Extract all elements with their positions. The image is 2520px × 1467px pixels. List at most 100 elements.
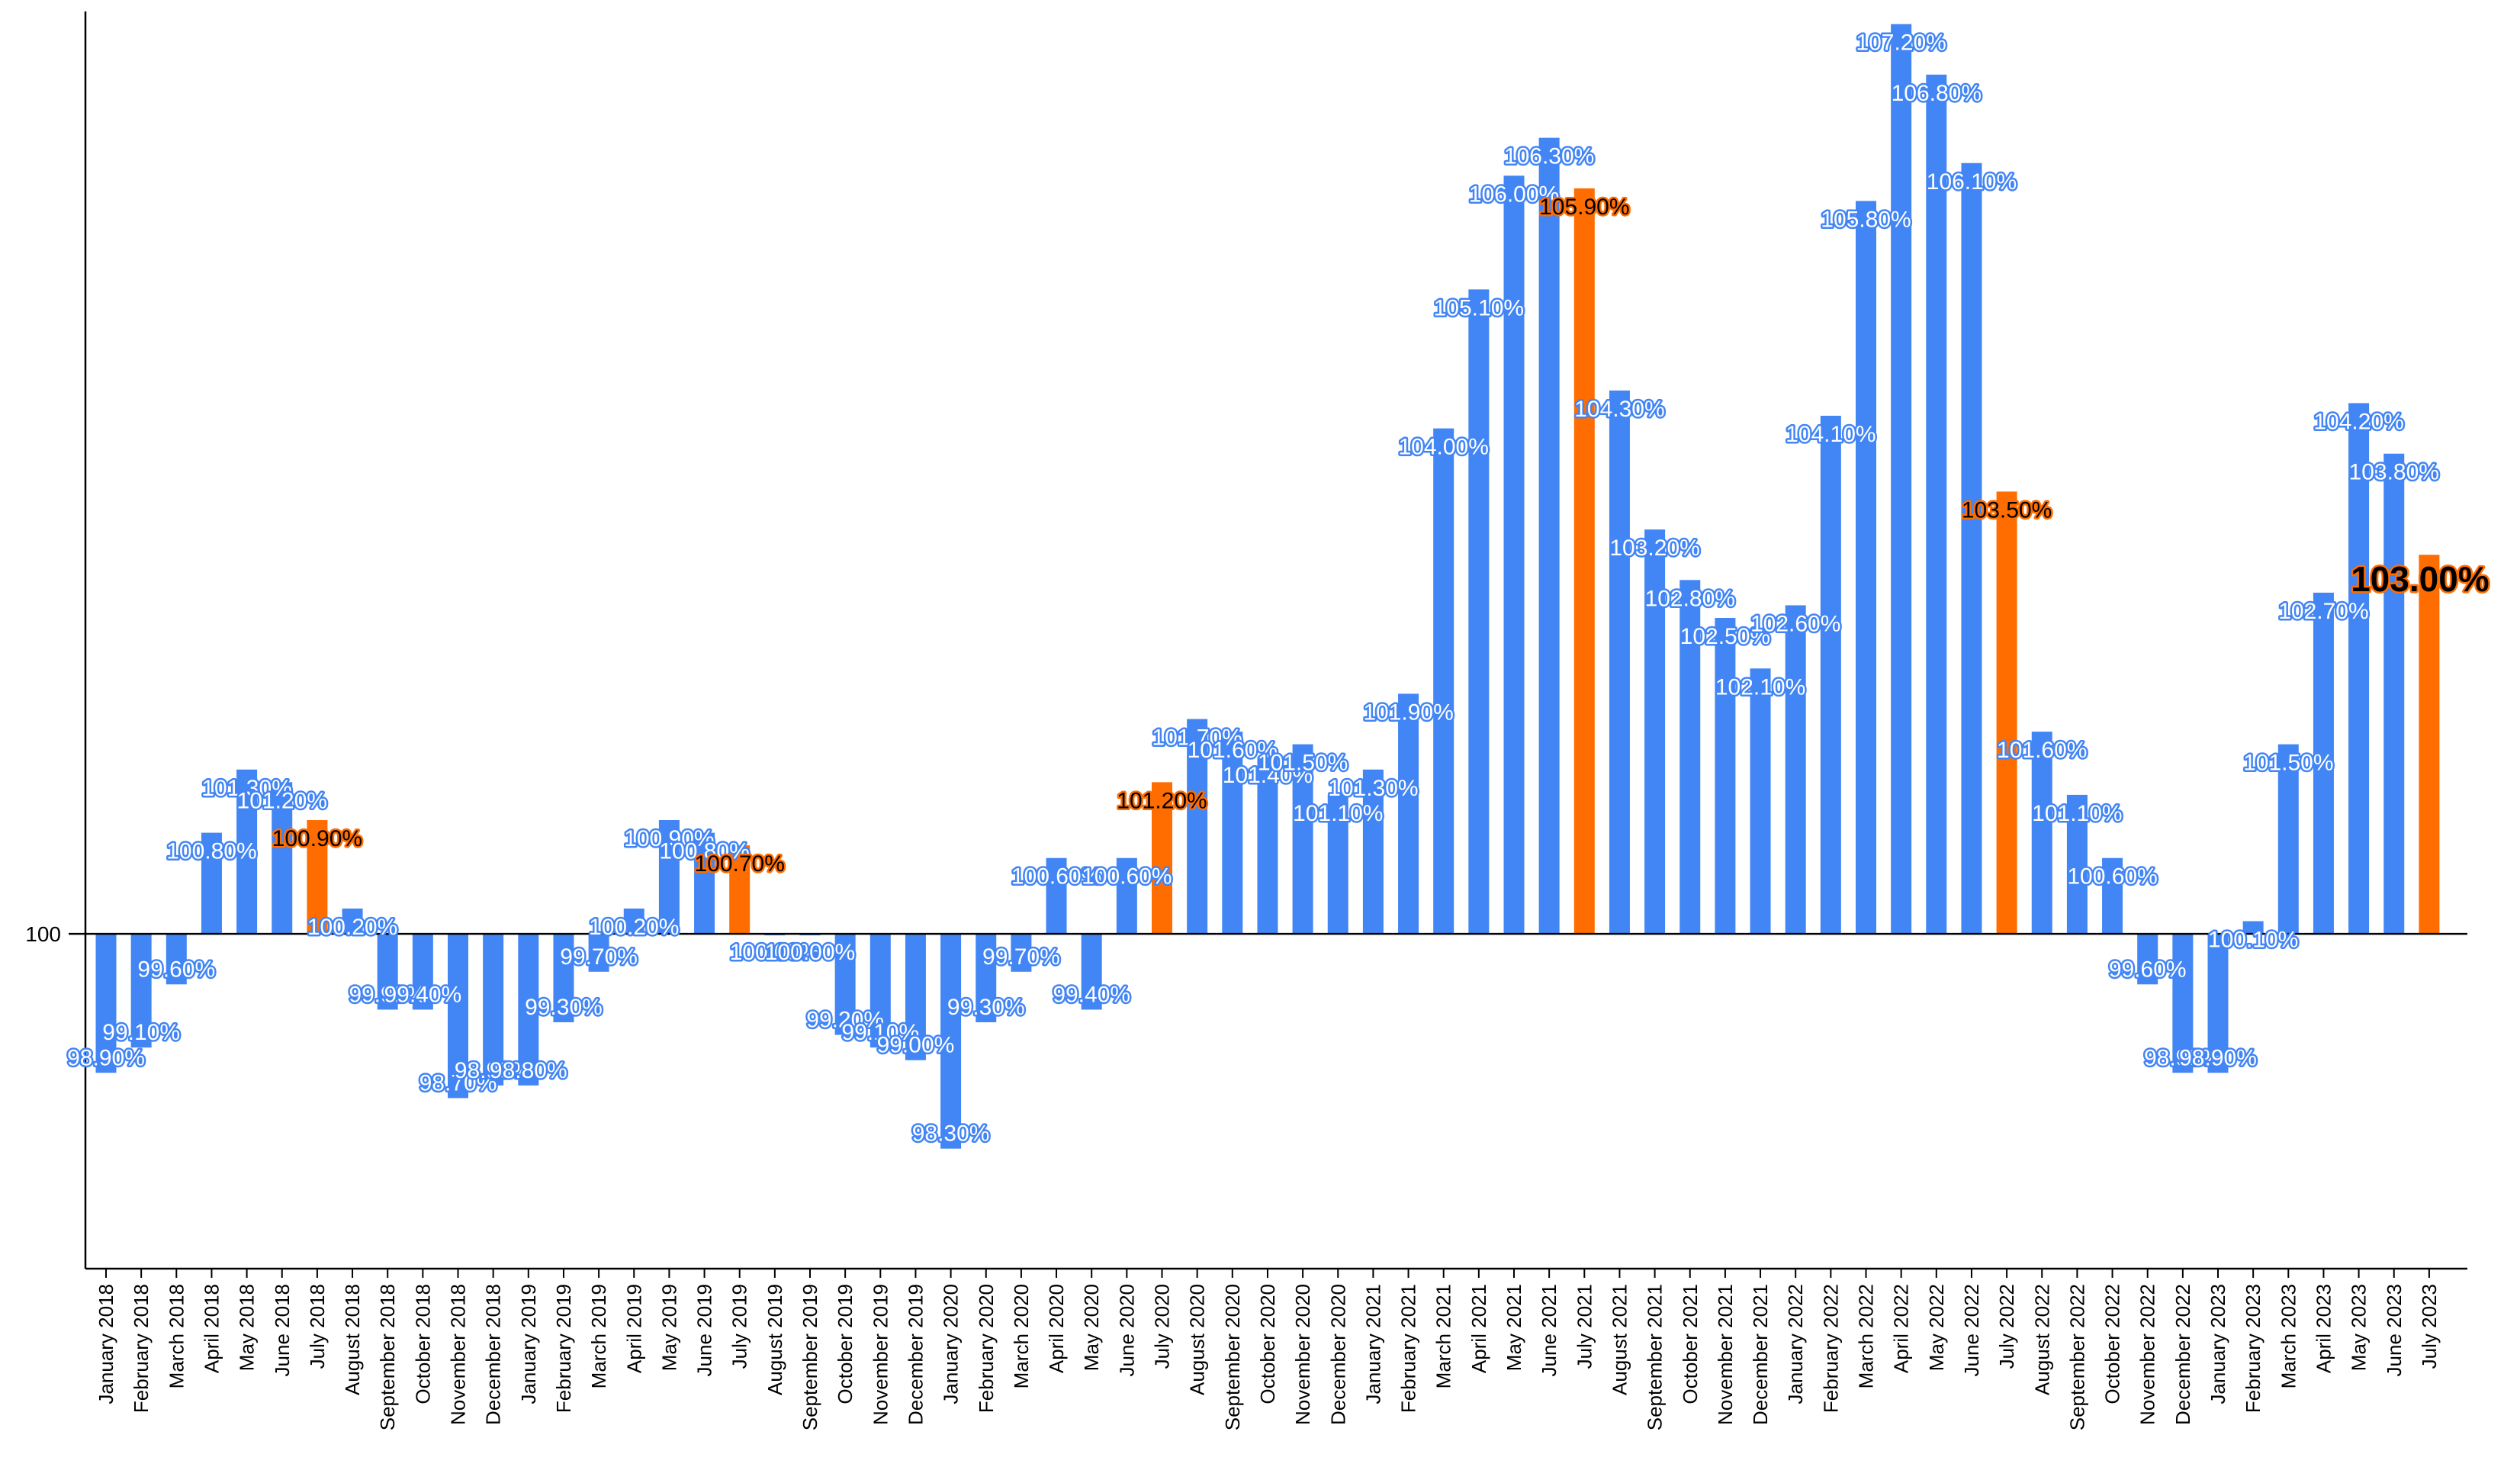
bar-june-2018	[272, 782, 293, 935]
x-tick-label: May 2021	[1503, 1284, 1525, 1371]
x-tick-label: July 2018	[306, 1284, 329, 1369]
x-tick-label: October 2020	[1256, 1284, 1279, 1404]
bar-december-2019	[905, 934, 926, 1060]
data-label: 100.20%	[307, 915, 397, 940]
x-tick-label: June 2022	[1960, 1284, 1983, 1376]
bar-january-2022	[1785, 605, 1806, 935]
bar-april-2021	[1468, 289, 1490, 935]
bar-january-2019	[518, 934, 539, 1086]
data-label: 105.90%	[1539, 195, 1629, 220]
x-tick-label: October 2018	[411, 1284, 434, 1404]
data-label: 103.80%	[2349, 460, 2439, 485]
x-tick-label: February 2022	[1819, 1284, 1842, 1413]
y-tick-label: 100	[25, 922, 61, 946]
data-label: 101.60%	[1188, 738, 1278, 763]
bar-july-2020	[1152, 782, 1172, 935]
data-label: 103.00%	[2351, 559, 2489, 599]
data-label: 99.70%	[560, 944, 638, 970]
data-label: 98.90%	[2179, 1045, 2257, 1070]
data-label: 98.80%	[490, 1058, 567, 1083]
x-tick-label: December 2018	[482, 1284, 505, 1425]
data-labels-layer: 98.90%99.10%99.60%100.80%101.30%101.20%1…	[66, 28, 2492, 1148]
data-label: 100.90%	[272, 826, 362, 851]
bar-march-2019	[588, 934, 609, 972]
bar-november-2022	[2137, 934, 2158, 985]
bar-february-2022	[1820, 416, 1841, 935]
x-tick-label: October 2022	[2101, 1284, 2124, 1404]
data-label: 101.70%	[1152, 725, 1242, 751]
bar-january-2018	[95, 934, 117, 1073]
x-tick-label: March 2022	[1855, 1284, 1878, 1388]
bar-november-2018	[448, 934, 468, 1099]
x-tick-label: November 2020	[1291, 1284, 1314, 1425]
x-tick-label: August 2019	[763, 1284, 786, 1395]
x-tick-label: April 2020	[1045, 1284, 1068, 1373]
x-tick-label: May 2018	[236, 1284, 259, 1371]
data-label: 99.20%	[806, 1008, 884, 1033]
x-ticks-layer: January 2018 February 2018 March 2018 April…	[95, 1269, 2441, 1430]
data-label: 99.40%	[1053, 982, 1130, 1007]
bar-march-2020	[1011, 934, 1032, 972]
x-tick-label: June 2020	[1115, 1284, 1138, 1376]
data-label: 99.10%	[841, 1020, 919, 1045]
bar-november-2019	[869, 934, 891, 1048]
data-label: 98.70%	[419, 1070, 497, 1095]
data-label: 101.60%	[1997, 738, 2087, 763]
data-label: 101.50%	[2243, 751, 2333, 776]
x-tick-label: June 2021	[1538, 1284, 1561, 1376]
data-label: 100.20%	[589, 915, 679, 940]
x-tick-label: April 2022	[1890, 1284, 1913, 1373]
x-tick-label: October 2021	[1679, 1284, 1702, 1404]
x-tick-label: January 2019	[517, 1284, 540, 1404]
bar-april-2023	[2313, 592, 2334, 935]
bar-february-2023	[2242, 921, 2264, 935]
bar-december-2022	[2172, 934, 2194, 1073]
data-label: 106.30%	[1504, 144, 1594, 169]
bar-october-2018	[412, 934, 433, 1010]
bar-january-2023	[2207, 934, 2229, 1073]
data-label: 103.50%	[1962, 497, 2052, 523]
x-tick-label: March 2018	[165, 1284, 188, 1388]
x-tick-label: January 2018	[95, 1284, 117, 1404]
bar-june-2021	[1538, 137, 1560, 935]
x-tick-label: April 2021	[1467, 1284, 1490, 1373]
data-label: 99.30%	[525, 995, 603, 1020]
bar-july-2023	[2419, 555, 2440, 935]
data-label: 98.90%	[67, 1045, 145, 1070]
data-label: 104.00%	[1398, 435, 1488, 460]
data-label: 99.00%	[877, 1033, 955, 1058]
x-tick-label: September 2022	[2065, 1284, 2088, 1430]
x-tick-label: September 2020	[1221, 1284, 1244, 1430]
data-label: 100.00%	[730, 940, 820, 965]
bar-january-2021	[1362, 769, 1384, 935]
data-label: 106.10%	[1927, 169, 2017, 195]
x-tick-label: December 2019	[904, 1284, 927, 1425]
bar-august-2018	[342, 908, 363, 935]
data-label: 99.40%	[384, 982, 461, 1007]
x-tick-label: January 2020	[940, 1284, 963, 1404]
x-tick-label: January 2021	[1361, 1284, 1384, 1404]
data-label: 100.80%	[659, 839, 749, 864]
bar-april-2019	[623, 908, 644, 935]
x-tick-label: January 2023	[2207, 1284, 2229, 1404]
bar-september-2018	[377, 934, 398, 1010]
bar-may-2021	[1503, 175, 1525, 935]
x-tick-label: December 2022	[2171, 1284, 2194, 1425]
data-label: 102.80%	[1645, 586, 1735, 611]
x-tick-label: February 2023	[2242, 1284, 2264, 1413]
bar-january-2020	[940, 934, 962, 1149]
bar-may-2018	[236, 769, 258, 935]
data-label: 101.20%	[237, 788, 327, 813]
bar-october-2021	[1679, 580, 1701, 935]
data-label: 107.20%	[1856, 31, 1946, 56]
data-label: 103.20%	[1609, 536, 1699, 561]
x-tick-label: February 2021	[1397, 1284, 1420, 1413]
bar-may-2019	[658, 820, 680, 935]
data-label: 101.40%	[1223, 763, 1313, 788]
bar-july-2021	[1573, 188, 1595, 935]
bar-november-2021	[1715, 618, 1736, 935]
bar-march-2021	[1433, 428, 1454, 935]
x-tick-label: December 2021	[1749, 1284, 1772, 1425]
x-tick-label: July 2019	[728, 1284, 751, 1369]
